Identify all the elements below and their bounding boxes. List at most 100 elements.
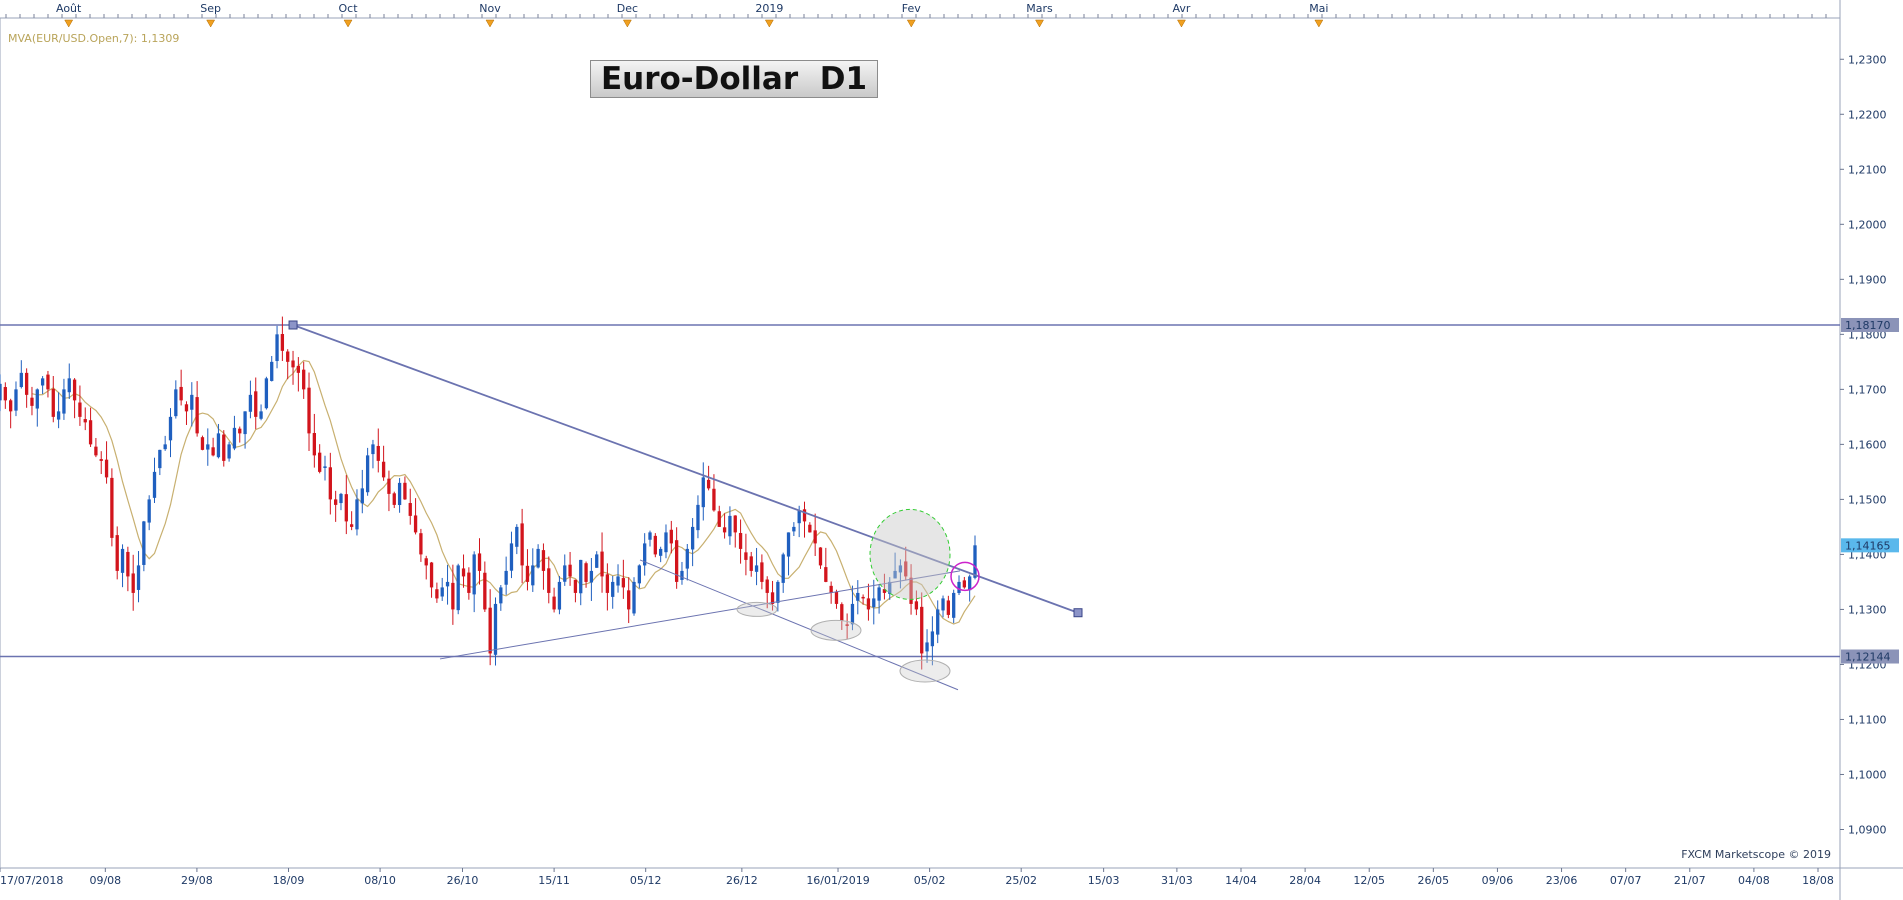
date-tick-label: 16/01/2019 bbox=[806, 874, 869, 887]
month-label: Mars bbox=[1026, 2, 1053, 15]
chart-title: Euro-Dollar D1 bbox=[600, 61, 868, 97]
breakout-zone-circle bbox=[869, 508, 951, 600]
bear-candle bbox=[712, 488, 716, 511]
bear-candle bbox=[669, 529, 673, 544]
bull-candle bbox=[493, 603, 498, 655]
bull-candle bbox=[248, 394, 253, 412]
trendline-handle-start[interactable] bbox=[288, 320, 298, 330]
bear-candle bbox=[88, 420, 93, 445]
date-tick-label: 31/03 bbox=[1161, 874, 1193, 887]
price-label-text: 1,18170 bbox=[1845, 319, 1891, 332]
date-axis[interactable]: 17/07/2018 09/08 29/08 18/09 08/10 26/10 15/11… bbox=[0, 868, 1834, 887]
month-ruler: Août Sep Oct Nov Dec 2019 Fev Mars Avr Mai bbox=[5, 2, 1827, 28]
date-tick-label: 04/08 bbox=[1738, 874, 1770, 887]
bull-candle bbox=[499, 587, 503, 604]
bear-candle bbox=[24, 372, 29, 395]
bull-candle bbox=[35, 389, 39, 409]
bull-candle bbox=[557, 581, 562, 610]
bull-candle bbox=[579, 559, 583, 594]
month-marker bbox=[1035, 19, 1044, 28]
bear-candle bbox=[254, 391, 258, 417]
bear-candle bbox=[573, 579, 578, 593]
bull-candle bbox=[968, 576, 972, 591]
horizontal-levels[interactable] bbox=[0, 324, 1840, 658]
bear-candle bbox=[115, 535, 119, 571]
trendline-handle-end[interactable] bbox=[1073, 608, 1083, 618]
price-label-box bbox=[1841, 538, 1899, 553]
bull-candle bbox=[509, 543, 514, 571]
bull-candle bbox=[152, 471, 157, 498]
bear-candle bbox=[818, 547, 823, 566]
descending-trendline[interactable] bbox=[292, 324, 1079, 614]
bull-candle bbox=[355, 499, 359, 530]
price-tick-label: 1,1700 bbox=[1848, 383, 1887, 396]
bear-candle bbox=[653, 535, 657, 555]
bull-candle bbox=[941, 598, 945, 611]
bear-candle bbox=[627, 590, 631, 610]
price-tick-label: 1,1600 bbox=[1848, 438, 1887, 451]
ascending-support-line[interactable] bbox=[439, 570, 961, 660]
date-tick-label: 26/05 bbox=[1417, 874, 1449, 887]
bear-candle bbox=[706, 479, 711, 489]
bull-candle bbox=[270, 361, 274, 381]
bear-candle bbox=[403, 482, 407, 500]
bear-candle bbox=[429, 562, 434, 588]
bull-candle bbox=[232, 427, 237, 449]
candlesticks bbox=[0, 316, 977, 670]
bear-candle bbox=[318, 452, 322, 472]
moving-average-line bbox=[31, 359, 976, 625]
bear-candle bbox=[488, 607, 492, 654]
bear-candle bbox=[302, 369, 306, 390]
price-label-text: 1,14165 bbox=[1845, 539, 1891, 552]
month-label: Oct bbox=[339, 2, 359, 15]
bear-candle bbox=[126, 551, 130, 577]
date-tick-label: 07/07 bbox=[1610, 874, 1642, 887]
bear-candle bbox=[717, 511, 721, 527]
bear-candle bbox=[312, 433, 316, 456]
bear-candle bbox=[195, 397, 199, 434]
date-tick-label: 17/07/2018 bbox=[0, 874, 63, 887]
bear-candle bbox=[962, 580, 966, 588]
bear-candle bbox=[72, 379, 77, 401]
date-tick-label: 08/10 bbox=[364, 874, 396, 887]
bull-candle bbox=[952, 592, 956, 618]
bear-candle bbox=[861, 596, 865, 599]
bull-candle bbox=[445, 581, 450, 587]
bear-candle bbox=[413, 515, 418, 533]
bear-candle bbox=[387, 478, 391, 494]
date-tick-label: 15/03 bbox=[1088, 874, 1120, 887]
bull-candle bbox=[648, 532, 652, 540]
bull-candle bbox=[371, 444, 375, 455]
date-tick-label: 09/06 bbox=[1482, 874, 1514, 887]
price-tick-label: 1,1900 bbox=[1848, 273, 1887, 286]
bear-candle bbox=[179, 386, 183, 401]
bear-candle bbox=[520, 523, 524, 566]
bull-candle bbox=[930, 631, 935, 647]
bear-candle bbox=[770, 592, 775, 604]
bear-candle bbox=[914, 601, 919, 610]
bull-candle bbox=[360, 488, 364, 504]
bear-candle bbox=[392, 493, 396, 505]
bear-candle bbox=[621, 578, 626, 588]
bear-candle bbox=[286, 351, 290, 362]
bear-candle bbox=[920, 606, 924, 654]
bull-candle bbox=[40, 378, 45, 386]
bull-candle bbox=[397, 482, 402, 506]
month-marker bbox=[906, 19, 916, 28]
bear-candle bbox=[451, 582, 455, 610]
bull-candle bbox=[227, 444, 231, 459]
bull-candle bbox=[259, 411, 263, 419]
bull-candle bbox=[264, 378, 269, 409]
bull-candle bbox=[680, 570, 684, 580]
bull-candle bbox=[786, 532, 791, 557]
price-axis[interactable]: 1,23001,22001,21001,20001,19001,18001,17… bbox=[1840, 53, 1899, 836]
bear-candle bbox=[866, 598, 871, 610]
trendline-drawings[interactable] bbox=[288, 320, 1083, 691]
price-tick-label: 1,1100 bbox=[1848, 713, 1887, 726]
date-tick-label: 18/09 bbox=[273, 874, 305, 887]
lower-channel-line[interactable] bbox=[639, 559, 959, 691]
price-tick-label: 1,2300 bbox=[1848, 53, 1887, 66]
bear-candle bbox=[381, 461, 386, 478]
